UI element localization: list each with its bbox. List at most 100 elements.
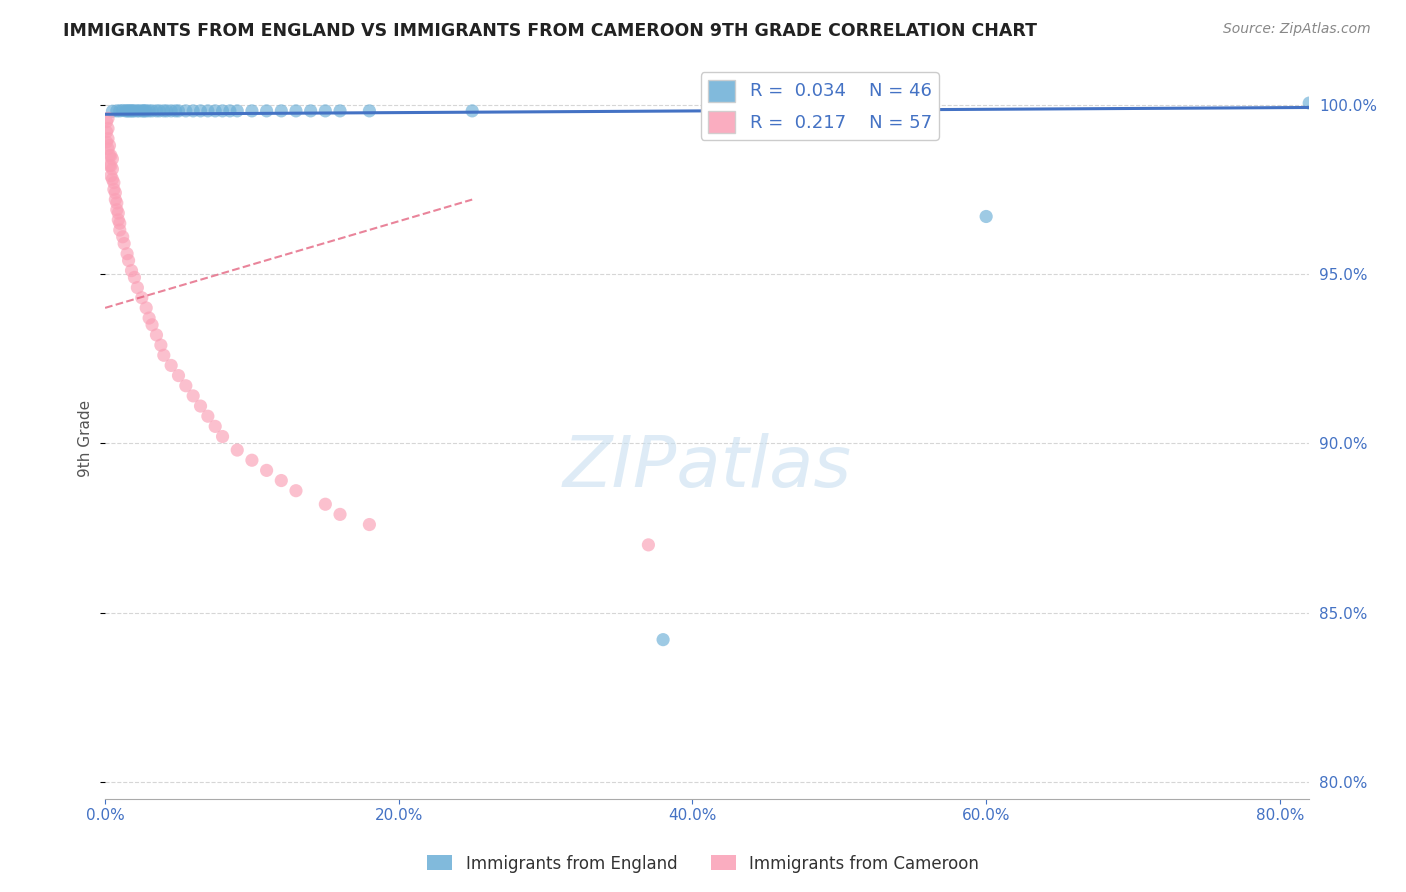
Point: [98, 138, 121, 153]
Point: [115, 246, 138, 260]
Point: [96, 135, 118, 149]
Point: [226, 103, 249, 118]
Legend: R =  0.034    N = 46, R =  0.217    N = 57: R = 0.034 N = 46, R = 0.217 N = 57: [700, 72, 939, 140]
Point: [145, 328, 167, 343]
Point: [240, 453, 263, 467]
Point: [211, 103, 233, 118]
Point: [114, 103, 136, 118]
Point: [101, 162, 124, 177]
Point: [108, 216, 131, 230]
Point: [128, 103, 150, 118]
Point: [96, 125, 118, 139]
Point: [240, 103, 263, 118]
Point: [131, 103, 153, 118]
Point: [204, 419, 226, 434]
Point: [138, 103, 160, 118]
Point: [105, 196, 128, 211]
Point: [156, 103, 179, 118]
Y-axis label: 9th Grade: 9th Grade: [79, 400, 93, 477]
Point: [359, 103, 381, 118]
Point: [127, 103, 149, 118]
Point: [211, 429, 233, 443]
Point: [138, 311, 160, 326]
Point: [98, 148, 121, 162]
Point: [204, 103, 226, 118]
Point: [134, 103, 156, 118]
Point: [121, 103, 143, 118]
Point: [97, 142, 120, 156]
Point: [637, 538, 659, 552]
Point: [104, 193, 127, 207]
Point: [314, 497, 336, 511]
Point: [117, 103, 139, 118]
Point: [256, 103, 278, 118]
Point: [141, 318, 163, 332]
Point: [153, 103, 176, 118]
Point: [160, 103, 183, 118]
Text: ZIPatlas: ZIPatlas: [562, 433, 852, 501]
Point: [190, 103, 212, 118]
Point: [135, 103, 157, 118]
Point: [103, 182, 125, 196]
Point: [148, 103, 170, 118]
Point: [974, 210, 997, 224]
Point: [108, 223, 131, 237]
Legend: Immigrants from England, Immigrants from Cameroon: Immigrants from England, Immigrants from…: [420, 848, 986, 880]
Point: [131, 291, 153, 305]
Point: [160, 359, 183, 373]
Point: [107, 206, 129, 220]
Point: [329, 508, 352, 522]
Point: [98, 159, 121, 173]
Point: [112, 236, 135, 251]
Text: IMMIGRANTS FROM ENGLAND VS IMMIGRANTS FROM CAMEROON 9TH GRADE CORRELATION CHART: IMMIGRANTS FROM ENGLAND VS IMMIGRANTS FR…: [63, 22, 1038, 40]
Point: [167, 368, 190, 383]
Point: [100, 169, 122, 183]
Point: [100, 148, 122, 162]
Text: Source: ZipAtlas.com: Source: ZipAtlas.com: [1223, 22, 1371, 37]
Point: [115, 103, 138, 118]
Point: [197, 103, 219, 118]
Point: [105, 103, 128, 118]
Point: [153, 348, 176, 362]
Point: [135, 301, 157, 315]
Point: [127, 280, 149, 294]
Point: [461, 103, 484, 118]
Point: [285, 103, 308, 118]
Point: [145, 103, 167, 118]
Point: [101, 172, 124, 186]
Point: [97, 121, 120, 136]
Point: [141, 103, 163, 118]
Point: [105, 202, 128, 217]
Point: [181, 103, 204, 118]
Point: [124, 270, 146, 285]
Point: [652, 632, 675, 647]
Point: [132, 103, 155, 118]
Point: [124, 103, 146, 118]
Point: [108, 103, 131, 118]
Point: [174, 378, 197, 392]
Point: [359, 517, 381, 532]
Point: [149, 338, 172, 352]
Point: [111, 229, 134, 244]
Point: [190, 399, 212, 413]
Point: [96, 114, 118, 128]
Point: [117, 253, 139, 268]
Point: [197, 409, 219, 424]
Point: [299, 103, 322, 118]
Point: [219, 103, 242, 118]
Point: [97, 112, 120, 126]
Point: [111, 103, 134, 118]
Point: [314, 103, 336, 118]
Point: [118, 103, 141, 118]
Point: [270, 103, 292, 118]
Point: [174, 103, 197, 118]
Point: [100, 159, 122, 173]
Point: [101, 152, 124, 166]
Point: [226, 443, 249, 458]
Point: [165, 103, 187, 118]
Point: [104, 186, 127, 200]
Point: [270, 474, 292, 488]
Point: [256, 463, 278, 477]
Point: [101, 104, 124, 119]
Point: [167, 103, 190, 118]
